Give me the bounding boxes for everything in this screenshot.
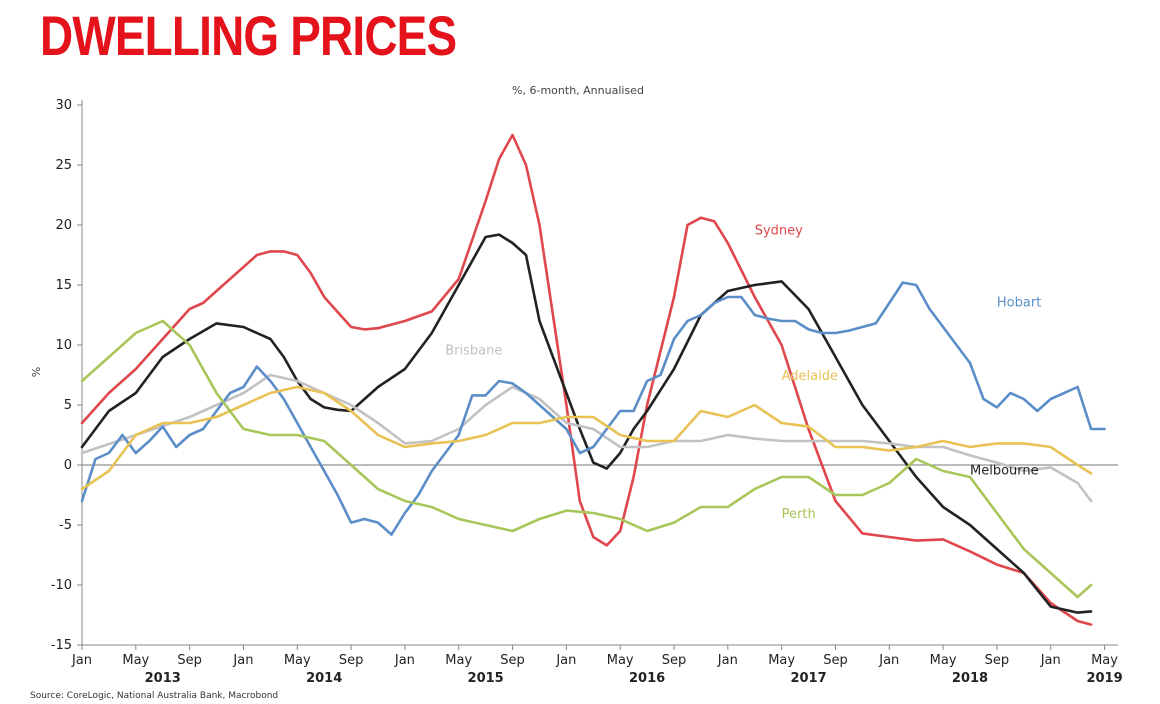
x-tick-label: Jan [878,653,899,668]
x-tick-label: Sep [339,653,364,668]
x-tick-label: May [768,653,795,668]
y-tick-label: -15 [51,638,72,653]
series-line-melbourne [80,233,1093,614]
x-year-label: 2018 [952,671,988,686]
x-tick-label: Sep [662,653,687,668]
x-year-label: 2014 [306,671,342,686]
x-tick-label: May [122,653,149,668]
x-tick-label: May [930,653,957,668]
y-axis-label: % [30,367,43,377]
page-title: DWELLING PRICES [40,4,457,67]
y-tick-label: 0 [64,458,72,473]
x-tick-label: Sep [177,653,202,668]
series-label-melbourne: Melbourne [970,464,1039,479]
source-note: Source: CoreLogic, National Australia Ba… [30,691,278,701]
x-year-label: 2017 [790,671,826,686]
x-tick-label: May [445,653,472,668]
series-label-brisbane: Brisbane [445,344,502,359]
y-tick-label: 10 [55,338,72,353]
x-year-label: 2013 [145,671,181,686]
y-tick-label: 25 [55,158,72,173]
series-line-sydney [80,133,1093,626]
x-tick-label: Sep [500,653,525,668]
y-tick-label: 15 [55,278,72,293]
series-label-perth: Perth [782,507,816,522]
x-tick-label: Sep [823,653,848,668]
x-year-label: 2015 [468,671,504,686]
x-tick-label: Jan [232,653,253,668]
x-tick-label: Jan [394,653,415,668]
x-year-label: 2016 [629,671,665,686]
x-tick-label: Sep [985,653,1010,668]
series-line-perth [80,319,1093,599]
y-tick-label: 20 [55,218,72,233]
axes: -15 -10 -5 0 5 10 15 20 25 30 Jan May Sep Jan May Sep Ja… [51,98,1123,686]
y-tick-label: -5 [59,518,72,533]
x-tick-label: Jan [1040,653,1061,668]
x-tick-label: Jan [555,653,576,668]
series-line-adelaide [80,385,1093,491]
x-tick-label: May [1091,653,1118,668]
chart-subtitle: %, 6-month, Annualised [512,84,644,97]
series-line-brisbane [80,373,1093,503]
x-tick-label: May [284,653,311,668]
series-label-sydney: Sydney [755,224,803,239]
series-labels: Sydney Melbourne Brisbane Hobart Adelaide Per… [445,224,1041,522]
series-label-adelaide: Adelaide [782,369,838,384]
series-lines [80,133,1106,626]
x-tick-label: May [607,653,634,668]
y-tick-label: 30 [55,98,72,113]
x-year-label: 2019 [1086,671,1122,686]
y-tick-label: 5 [64,398,72,413]
x-tick-label: Jan [717,653,738,668]
x-tick-label: Jan [71,653,92,668]
y-tick-label: -10 [51,578,72,593]
series-line-hobart [80,281,1106,536]
series-label-hobart: Hobart [997,296,1041,311]
